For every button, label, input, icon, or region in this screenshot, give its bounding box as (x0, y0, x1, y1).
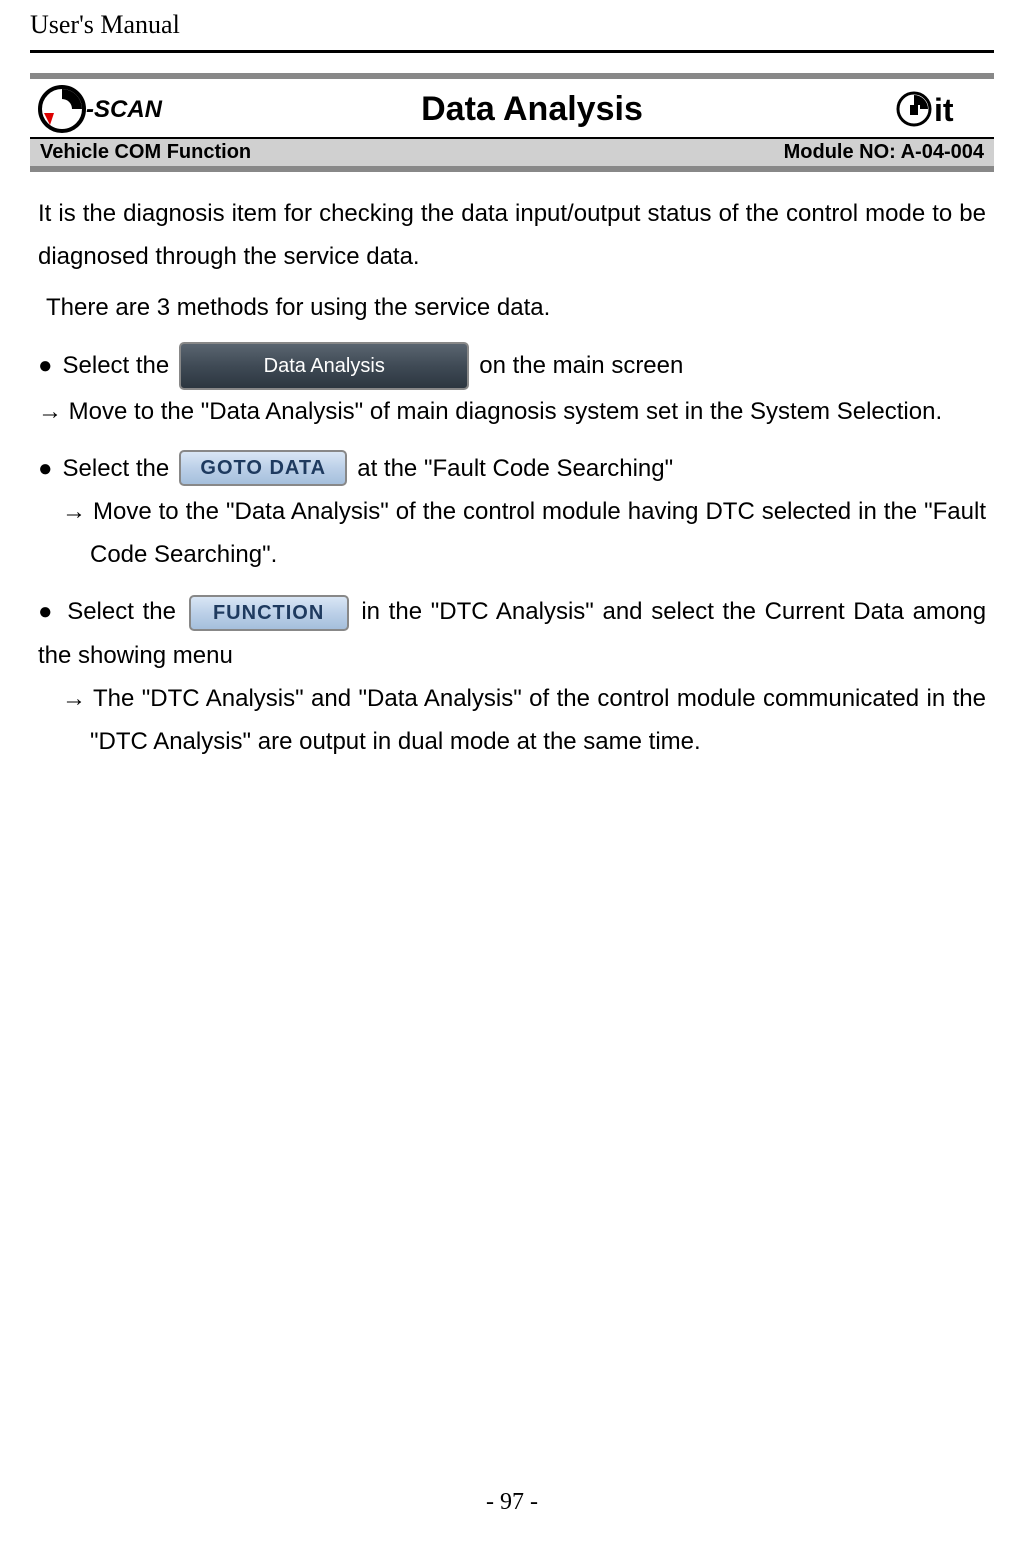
svg-text:it: it (934, 92, 954, 128)
bullet-3: ● Select the FUNCTION in the "DTC Analys… (38, 590, 986, 763)
page-number: - 97 - (486, 1489, 538, 1515)
bullet-icon: ● (38, 447, 53, 490)
bullet-2-arrow: → Move to the "Data Analysis" of the con… (38, 490, 986, 576)
function-button-label: FUNCTION (213, 595, 324, 631)
sub-banner-left: Vehicle COM Function (40, 141, 251, 164)
page-header: User's Manual (30, 0, 994, 53)
sub-banner-right: Module NO: A-04-004 (784, 141, 984, 164)
bullet-icon: ● (38, 598, 55, 625)
bullet-icon: ● (38, 344, 53, 387)
bullet-3-post: in the "DTC Analysis" and select the Cur… (38, 598, 986, 668)
git-logo: it (896, 85, 986, 133)
bullet-2-pre: Select the (63, 447, 170, 490)
svg-text:-SCAN: -SCAN (86, 96, 163, 123)
banner-section: -SCAN Data Analysis it Vehicle COM Funct… (30, 73, 994, 172)
data-analysis-button[interactable]: Data Analysis (179, 342, 469, 390)
bullet-1-line: ● Select the Data Analysis on the main s… (38, 342, 986, 390)
page-footer: - 97 - (0, 1489, 1024, 1516)
bullet-3-arrow: → The "DTC Analysis" and "Data Analysis"… (38, 677, 986, 763)
goto-data-button-label: GOTO DATA (200, 450, 326, 486)
bullet-3-pre: Select the (67, 598, 176, 625)
bullet-2: ● Select the GOTO DATA at the "Fault Cod… (38, 447, 986, 577)
intro-paragraph-1: It is the diagnosis item for checking th… (38, 192, 986, 278)
bullet-3-line: ● Select the FUNCTION in the "DTC Analys… (38, 590, 986, 676)
bullet-1-arrow: → Move to the "Data Analysis" of main di… (38, 390, 986, 433)
bullet-1: ● Select the Data Analysis on the main s… (38, 342, 986, 433)
data-analysis-button-label: Data Analysis (264, 348, 385, 384)
goto-data-button[interactable]: GOTO DATA (179, 450, 347, 486)
banner-row: -SCAN Data Analysis it (30, 81, 994, 139)
bullet-2-post: at the "Fault Code Searching" (357, 447, 673, 490)
content-area: It is the diagnosis item for checking th… (30, 172, 994, 763)
function-button[interactable]: FUNCTION (189, 595, 349, 631)
bullet-2-line: ● Select the GOTO DATA at the "Fault Cod… (38, 447, 986, 490)
banner-title: Data Analysis (168, 90, 896, 129)
bullet-1-post: on the main screen (479, 344, 683, 387)
intro-paragraph-2: There are 3 methods for using the servic… (46, 286, 986, 329)
bullet-1-pre: Select the (63, 344, 170, 387)
header-title-text: User's Manual (30, 10, 180, 39)
sub-banner: Vehicle COM Function Module NO: A-04-004 (30, 139, 994, 166)
